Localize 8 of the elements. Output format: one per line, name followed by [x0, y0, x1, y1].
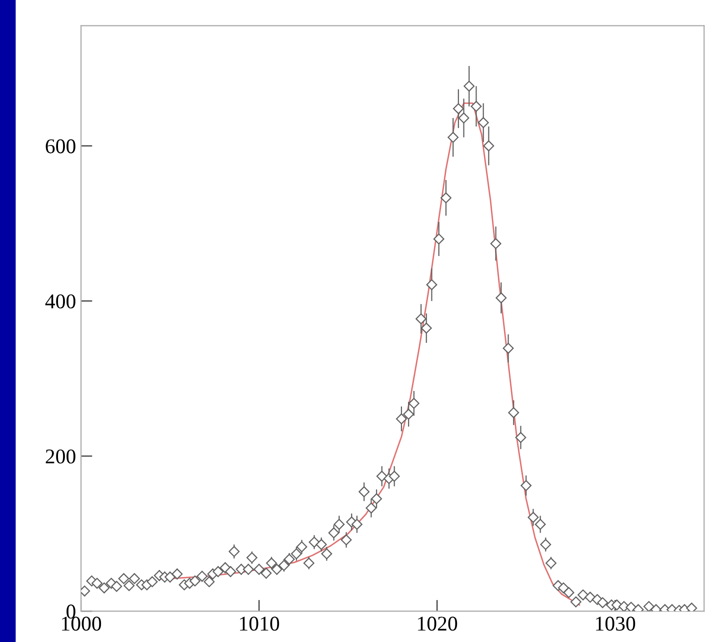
x-tick-label: 1020 [418, 616, 458, 631]
x-tick-label: 1030 [596, 616, 636, 631]
y-tick-label: 600 [46, 139, 76, 154]
y-tick-label: 400 [45, 294, 76, 308]
y-tick-label: 200 [46, 449, 76, 464]
x-tick-label: 1000 [62, 616, 102, 631]
y-tick-label: 0 [66, 604, 76, 619]
x-tick-label: 1010 [240, 616, 280, 631]
